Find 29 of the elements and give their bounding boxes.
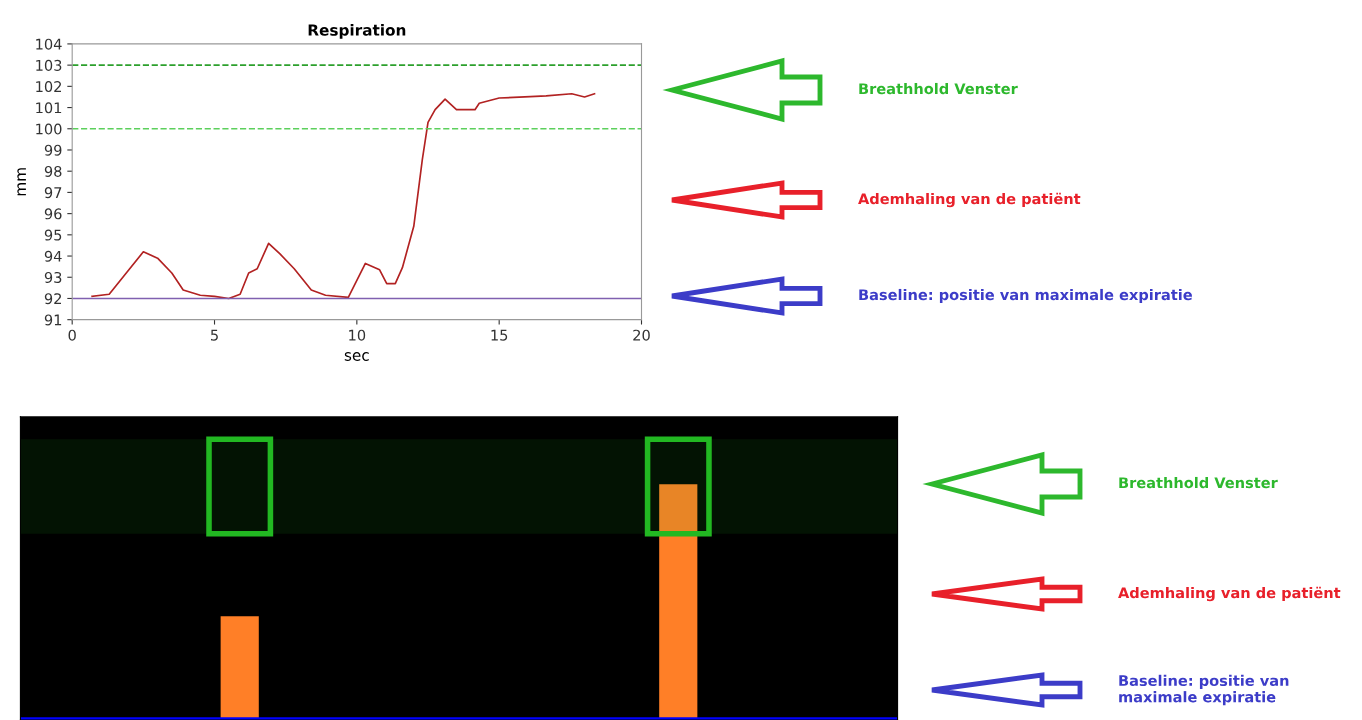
text: Ademhaling van de patiënt	[858, 192, 1081, 208]
y-tick-label: 99	[44, 144, 62, 156]
y-tick-label: 95	[44, 229, 62, 241]
y-tick-label: 104	[36, 38, 62, 50]
x-tick-label: 10	[349, 329, 366, 341]
text: Baseline: positie van maximale expiratie	[1119, 674, 1289, 706]
text: Baseline: positie van maximale expiratie	[859, 288, 1192, 304]
text: Breathhold Venster	[1119, 476, 1278, 489]
x-tick-label: 20	[633, 329, 650, 341]
chart-title: Respiration	[308, 23, 406, 39]
y-tick-label: 102	[36, 81, 61, 93]
x-tick-label: 15	[491, 329, 508, 341]
y-axis-title: mm	[17, 168, 26, 196]
y-tick-label: 103	[36, 59, 62, 71]
y-tick-label: 96	[44, 208, 62, 220]
y-tick-label: 97	[44, 187, 62, 199]
text: Breathhold Venster	[859, 82, 1018, 95]
y-tick-label: 98	[44, 165, 62, 177]
y-tick-label: 101	[36, 102, 62, 114]
y-tick-label: 93	[44, 271, 62, 283]
x-tick-label: 5	[211, 329, 218, 341]
y-tick-label: 94	[44, 250, 62, 262]
x-tick-label: 0	[68, 329, 76, 341]
text: Ademhaling van de patiënt	[1118, 586, 1341, 602]
y-tick-label: 100	[36, 123, 62, 135]
y-tick-label: 91	[44, 314, 62, 326]
line-series	[91, 92, 596, 300]
x-axis-title: sec	[344, 352, 369, 361]
y-tick-label: 92	[44, 293, 61, 305]
